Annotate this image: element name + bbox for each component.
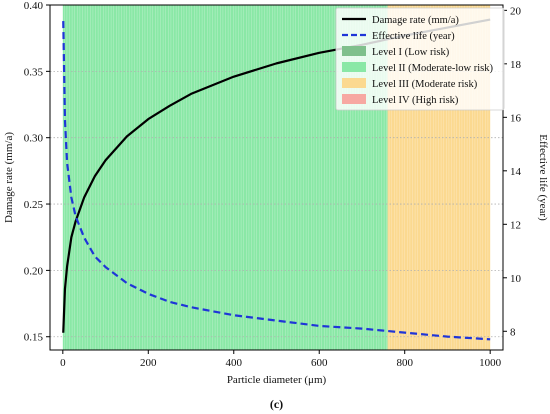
y-left-tick-label: 0.25 [24, 199, 44, 211]
x-axis-title: Particle diameter (μm) [227, 374, 327, 386]
x-tick-label: 600 [311, 357, 328, 369]
legend-label: Level IV (High risk) [372, 95, 459, 106]
legend-label: Effective life (year) [372, 31, 455, 42]
legend: Damage rate (mm/a) Effective life (year) L… [335, 7, 505, 111]
x-axis: 0 200 400 600 800 1000 [60, 350, 502, 369]
y-axis-right-title: Effective life (year) [537, 134, 549, 221]
figure-caption: (c) [270, 397, 283, 411]
y-right-tick-label: 14 [510, 166, 522, 178]
x-tick-label: 0 [60, 357, 66, 369]
x-tick-label: 1000 [479, 357, 502, 369]
legend-label: Level III (Moderate risk) [372, 79, 478, 90]
y-axis-left-title: Damage rate (mm/a) [3, 132, 15, 223]
y-axis-right: 8 10 12 14 16 18 20 [503, 5, 522, 338]
legend-patch-swatch [342, 46, 366, 56]
legend-patch-swatch [342, 78, 366, 88]
y-left-tick-label: 0.30 [24, 133, 44, 145]
legend-patch-swatch [342, 94, 366, 104]
series-line-2 [62, 21, 491, 341]
legend-label: Level I (Low risk) [372, 47, 450, 58]
x-tick-label: 200 [140, 357, 157, 369]
y-left-tick-label: 0.20 [24, 265, 44, 277]
x-tick-label: 400 [226, 357, 243, 369]
legend-box [335, 7, 505, 111]
legend-label: Level II (Moderate-low risk) [372, 63, 493, 74]
risk-region-2 [62, 5, 388, 350]
y-left-tick-label: 0.15 [24, 332, 44, 344]
legend-label: Damage rate (mm/a) [372, 15, 459, 26]
y-right-tick-label: 10 [510, 273, 522, 285]
legend-patch-swatch [342, 62, 366, 72]
y-right-tick-label: 20 [510, 5, 522, 17]
plot-frame [49, 4, 504, 351]
y-right-tick-label: 8 [510, 326, 516, 338]
y-right-tick-label: 18 [510, 59, 522, 71]
y-right-tick-label: 16 [510, 112, 522, 124]
y-axis-left: 0.15 0.20 0.25 0.30 0.35 0.40 [24, 0, 50, 344]
x-tick-label: 800 [396, 357, 413, 369]
y-right-tick-label: 12 [510, 219, 521, 231]
y-left-tick-label: 0.40 [24, 0, 44, 12]
y-left-tick-label: 0.35 [24, 66, 44, 78]
